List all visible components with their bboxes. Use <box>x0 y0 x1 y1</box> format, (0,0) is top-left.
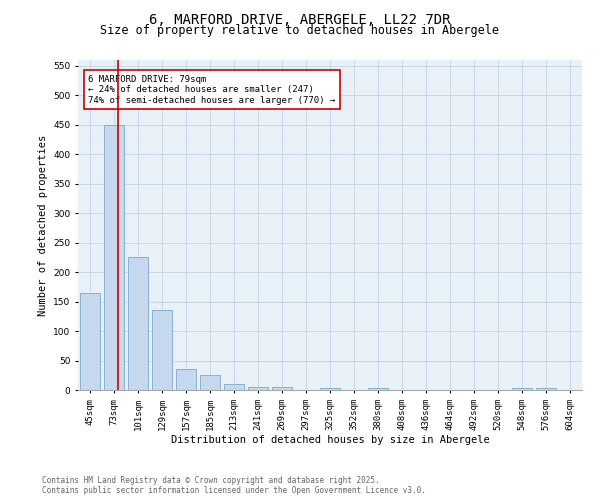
Text: 6 MARFORD DRIVE: 79sqm
← 24% of detached houses are smaller (247)
74% of semi-de: 6 MARFORD DRIVE: 79sqm ← 24% of detached… <box>88 75 335 104</box>
Bar <box>272 387 292 390</box>
Bar <box>200 376 220 390</box>
Bar <box>152 310 172 390</box>
Bar <box>248 387 268 390</box>
Bar <box>128 258 148 390</box>
Text: Size of property relative to detached houses in Abergele: Size of property relative to detached ho… <box>101 24 499 37</box>
Bar <box>368 388 388 390</box>
Bar <box>176 370 196 390</box>
Bar <box>224 384 244 390</box>
Text: Contains HM Land Registry data © Crown copyright and database right 2025.
Contai: Contains HM Land Registry data © Crown c… <box>42 476 426 495</box>
Bar <box>80 293 100 390</box>
Bar <box>320 388 340 390</box>
X-axis label: Distribution of detached houses by size in Abergele: Distribution of detached houses by size … <box>170 436 490 446</box>
Bar <box>512 388 532 390</box>
Bar <box>536 388 556 390</box>
Bar <box>104 125 124 390</box>
Y-axis label: Number of detached properties: Number of detached properties <box>38 134 47 316</box>
Text: 6, MARFORD DRIVE, ABERGELE, LL22 7DR: 6, MARFORD DRIVE, ABERGELE, LL22 7DR <box>149 12 451 26</box>
